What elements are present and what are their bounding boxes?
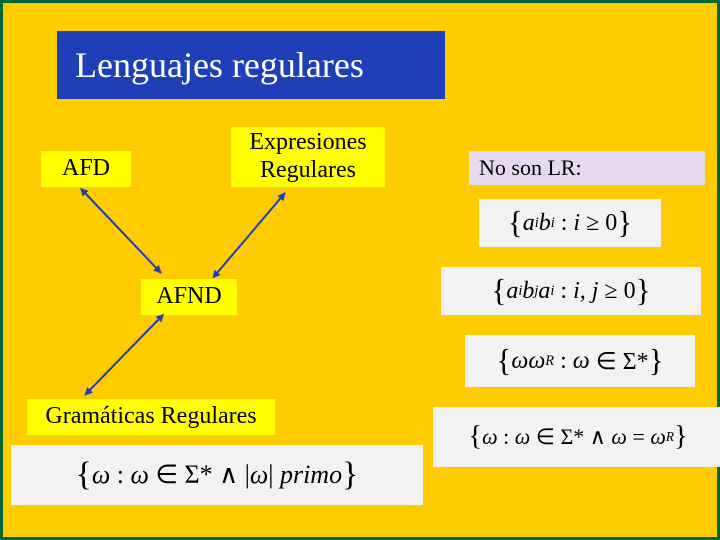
slide-root: Lenguajes regulares AFD Expresiones Regu… [0, 0, 720, 540]
not-lr-heading-box: No son LR: [469, 151, 705, 185]
node-expr: Expresiones Regulares [231, 127, 385, 187]
node-afd: AFD [41, 151, 131, 187]
formula-aibjai: {aibjai : i, j ≥ 0} [441, 267, 701, 315]
node-gram-label: Gramáticas Regulares [45, 403, 256, 431]
node-expr-label: Expresiones Regulares [249, 129, 366, 184]
not-lr-heading: No son LR: [479, 155, 582, 181]
node-afnd: AFND [141, 279, 237, 315]
formula-prime-length: {ω : ω ∈ Σ* ∧ |ω| primo} [11, 445, 423, 505]
node-afd-label: AFD [62, 155, 110, 183]
formula-aibi: {aibi : i ≥ 0} [479, 199, 661, 247]
formula-wwR: {ωωR : ω ∈ Σ*} [465, 335, 695, 387]
node-afnd-label: AFND [156, 283, 221, 311]
slide-title: Lenguajes regulares [75, 44, 364, 86]
formula-palindrome: {ω : ω ∈ Σ* ∧ ω = ωR} [433, 407, 720, 467]
node-gram: Gramáticas Regulares [27, 399, 275, 435]
slide-title-box: Lenguajes regulares [57, 31, 445, 99]
